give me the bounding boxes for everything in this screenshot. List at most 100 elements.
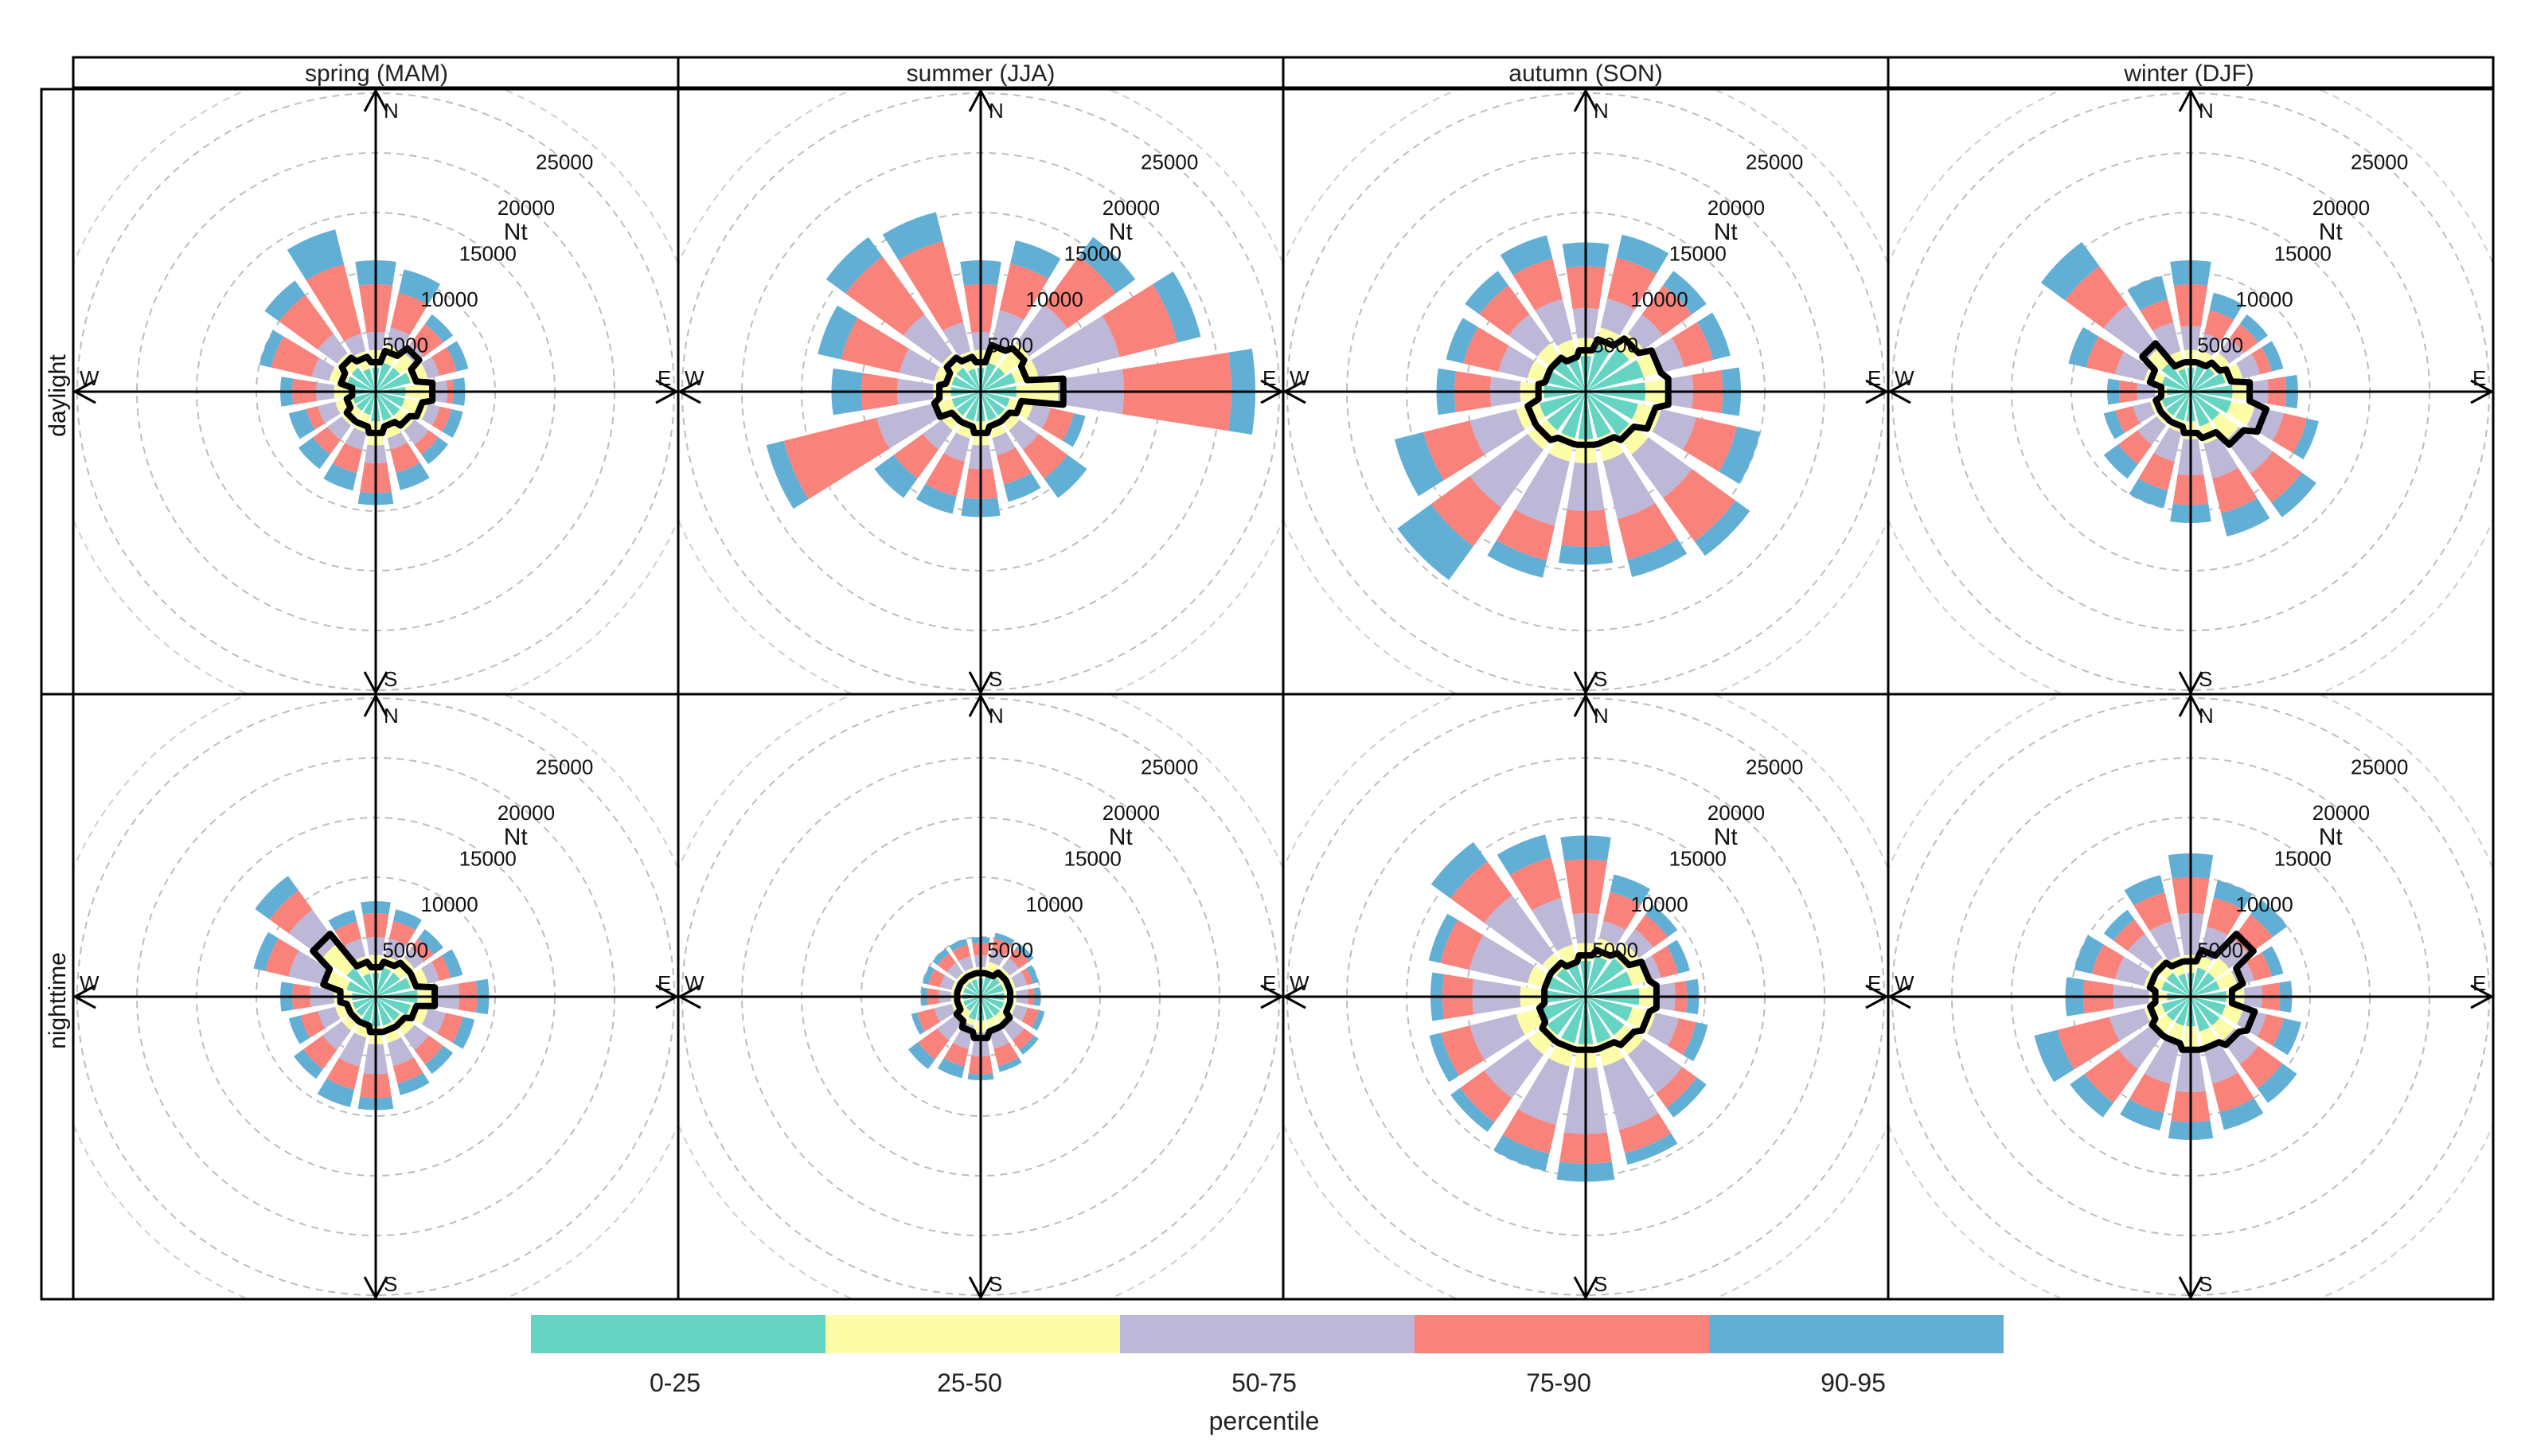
wedge-p25-135: [376, 392, 400, 416]
wedge-p25-247: [951, 392, 981, 408]
wedge-p95-112: [1062, 413, 1086, 447]
wedge-p25-157: [376, 392, 392, 421]
compass-s: S: [384, 667, 397, 691]
wedge-p75-22: [1600, 299, 1635, 336]
wedge-p75-315: [2128, 934, 2163, 969]
panel-plot-nighttime-winter: N S W E 5000 10000 15000 20000 25000 Nt: [1888, 694, 2493, 1299]
wedge-p90-45: [1641, 285, 1692, 336]
wedge-p75-157: [387, 431, 408, 450]
wedge-p75-337: [1532, 898, 1573, 951]
wedge-p90-247: [917, 1008, 941, 1032]
arrow-s: [968, 1276, 993, 1299]
wedge-p75-67: [1031, 315, 1120, 377]
ring-label-15000: 15000: [1669, 847, 1727, 871]
wedge-p95-135: [1666, 1077, 1707, 1118]
wedge-p90-45: [1044, 256, 1116, 329]
wedge-p25-202: [2175, 392, 2191, 421]
wedge-p75-315: [1508, 314, 1551, 357]
wedge-p90-67: [431, 955, 451, 981]
wedge-p95-337: [882, 212, 943, 260]
wedge-p75-202: [1515, 453, 1570, 526]
compass-e: E: [658, 971, 671, 995]
wedge-p90-247: [1423, 420, 1485, 481]
wedge-p75-247: [1469, 1013, 1525, 1060]
wedge-p95-67: [441, 949, 463, 978]
wedge-p75-225: [923, 420, 953, 450]
wedge-p95-67: [1696, 312, 1731, 361]
wedge-p90-112: [1042, 408, 1074, 441]
wedge-p25-315: [346, 967, 376, 997]
compass-w: W: [80, 366, 100, 390]
median-contour: [338, 345, 436, 436]
wedge-p95-45: [1663, 271, 1707, 314]
wedge-p25-292: [1544, 370, 1586, 392]
wedge-p25-247: [352, 997, 376, 1009]
wedge-p90-292: [2091, 944, 2125, 980]
wedge-p75-45: [1001, 958, 1020, 976]
wedge-p95-292: [2074, 935, 2104, 974]
wedge-p90-202: [332, 443, 363, 474]
arrow-n: [2178, 694, 2203, 717]
wedge-p50-22: [2197, 955, 2212, 971]
wedge-p90-135: [414, 1035, 443, 1064]
strip-header-winter: winter (DJF): [2123, 61, 2254, 87]
wedge-p75-22: [2199, 333, 2222, 356]
arrow-e: [2470, 379, 2493, 404]
wedge-p95-337: [287, 229, 345, 281]
wedge-p25-67: [2191, 981, 2220, 997]
wedge-p25-337: [363, 368, 376, 392]
wedge-p90-202: [326, 1058, 360, 1090]
ring-label-25000: 25000: [536, 150, 593, 174]
ring-label-15000: 15000: [2274, 242, 2332, 266]
arrow-s: [1573, 1276, 1598, 1299]
wedge-p75-67: [421, 962, 439, 984]
radial-unit-label: Nt: [504, 219, 529, 245]
wedge-p90-315: [2065, 266, 2128, 329]
wedge-p95-112: [452, 1017, 475, 1049]
ring-label-5000: 5000: [987, 334, 1033, 357]
ring-label-25000: 25000: [1746, 150, 1803, 174]
wedge-p90-292: [1440, 919, 1484, 970]
compass-n: N: [2199, 99, 2214, 123]
wedge-p95-292: [1428, 913, 1458, 963]
wedge-p75-202: [1518, 1058, 1570, 1125]
row-label-daylight-text: daylight: [45, 354, 71, 437]
wedge-p90-315: [845, 256, 925, 336]
wedge-p90-135: [1656, 1067, 1697, 1108]
compass-s: S: [384, 1272, 397, 1296]
ring-label-5000: 5000: [2197, 939, 2243, 962]
wedge-p95-112: [442, 408, 463, 438]
wedge-p50-315: [322, 943, 355, 976]
wedge-p95-225: [908, 1042, 935, 1069]
arrow-w: [73, 984, 96, 1009]
wedge-p75-247: [934, 1004, 956, 1022]
radial-unit-label: Nt: [1714, 219, 1739, 245]
wedge-p95-202: [2120, 1099, 2164, 1131]
wedge-p25-337: [971, 979, 981, 997]
wedge-p95-112: [2293, 418, 2319, 459]
wedge-p90-247: [300, 1011, 326, 1038]
wedge-p95-337: [328, 909, 357, 931]
wedge-p75-45: [2219, 939, 2249, 969]
wedge-p75-45: [1016, 304, 1068, 357]
wedge-p75-337: [344, 334, 366, 357]
ring-label-20000: 20000: [2312, 801, 2370, 825]
wedge-p75-247: [318, 401, 341, 424]
wedge-p25-337: [363, 973, 376, 997]
wedge-p95-225: [2070, 1074, 2113, 1118]
wedge-p90-337: [952, 944, 971, 962]
median-contour: [2146, 931, 2258, 1053]
wedge-p50-45: [2208, 958, 2230, 979]
wedge-p25-247: [352, 392, 376, 404]
panel-daylight-spring: N S W E 5000 10000 15000 20000 25000 Nt: [73, 89, 678, 694]
compass-w: W: [1895, 366, 1914, 390]
wedge-p25-292: [963, 987, 981, 997]
wedge-p95-157: [1004, 472, 1041, 502]
wedge-p25-135: [2191, 997, 2220, 1026]
wedge-p95-337: [2127, 275, 2168, 311]
panel-frame: [40, 56, 2495, 1301]
wedge-p95-135: [1694, 500, 1750, 556]
wedge-p75-315: [903, 314, 953, 364]
wedge-p95-112: [2272, 1018, 2301, 1056]
compass-n: N: [2199, 704, 2214, 728]
